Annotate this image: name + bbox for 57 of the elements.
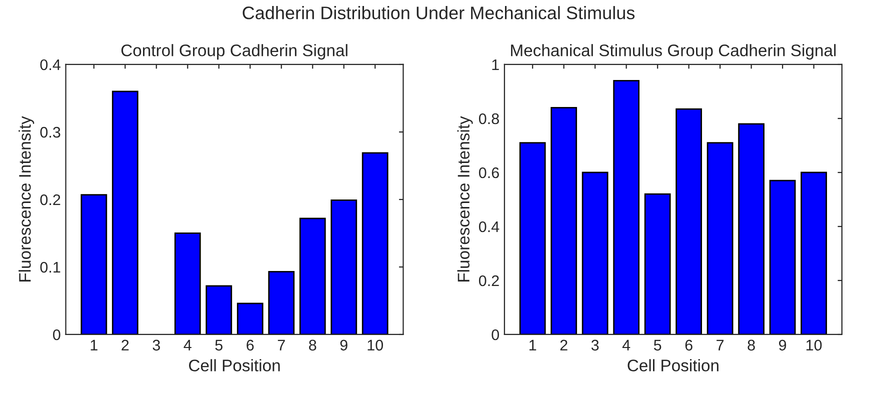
y-tick-label: 0.2 [40, 194, 60, 206]
x-tick-label: 7 [716, 340, 724, 350]
chart-title: Control Group Cadherin Signal [121, 44, 348, 60]
x-tick-label: 8 [309, 340, 316, 351]
text: Cadherin Distribution Under Mechanical Stimulus [242, 6, 635, 20]
x-tick-label: 10 [368, 340, 384, 351]
bar [268, 271, 295, 334]
y-tick-label: 0 [492, 329, 500, 340]
x-tick-label: 6 [685, 340, 692, 351]
y-tick-label: 0.1 [40, 262, 60, 273]
y-tick-label: 0.4 [40, 59, 60, 70]
bar [236, 302, 264, 334]
y-axis-title: Fluorescence Intensity [457, 116, 473, 282]
x-tick-label: 10 [806, 340, 822, 351]
bar [299, 218, 326, 334]
x-tick-label: 5 [215, 340, 222, 351]
chart-title: Mechanical Stimulus Group Cadherin Signal [511, 44, 836, 60]
y-tick-label: 0.3 [40, 126, 60, 138]
bar [112, 90, 138, 334]
x-tick-label: 5 [654, 340, 662, 351]
bar [550, 106, 578, 334]
bar [800, 172, 827, 334]
bar [644, 193, 671, 334]
x-tick-label: 9 [779, 340, 786, 351]
bar [330, 199, 358, 334]
x-tick-label: 1 [530, 340, 536, 350]
x-axis-title: Cell Position [189, 359, 280, 372]
x-tick-label: 1 [90, 340, 98, 350]
bar [769, 180, 796, 334]
y-tick-label: 0.2 [478, 275, 499, 286]
x-tick-label: 2 [560, 340, 568, 350]
x-tick-label: 8 [748, 340, 755, 351]
bar [80, 194, 108, 334]
bar [613, 80, 640, 334]
x-tick-label: 6 [246, 340, 254, 351]
x-tick-label: 9 [340, 340, 348, 351]
x-tick-label: 3 [152, 340, 160, 351]
x-tick-label: 3 [591, 340, 599, 351]
y-tick-label: 0 [53, 329, 60, 340]
x-tick-label: 2 [122, 340, 129, 350]
y-tick-label: 0.6 [478, 167, 499, 178]
x-tick-label: 4 [184, 340, 192, 350]
bar [174, 232, 201, 334]
bar [582, 172, 608, 334]
x-tick-label: 7 [278, 340, 285, 350]
y-tick-label: 1 [492, 60, 499, 70]
y-tick-label: 0.4 [478, 221, 500, 232]
bar [206, 285, 232, 334]
bar [738, 123, 764, 334]
x-axis-title: Cell Position [628, 359, 718, 372]
y-axis-title: Fluorescence Intensity [18, 116, 34, 282]
bar [362, 152, 388, 334]
bar [706, 142, 734, 334]
bar [519, 142, 546, 334]
x-tick-label: 4 [622, 340, 630, 350]
y-tick-label: 0.8 [478, 113, 499, 124]
bar [676, 108, 702, 334]
